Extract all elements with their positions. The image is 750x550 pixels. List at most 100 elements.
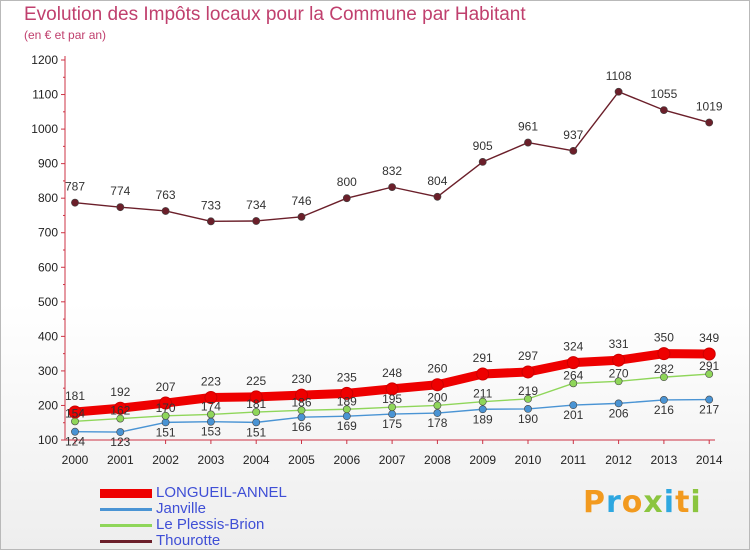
data-label: 291 <box>699 359 719 373</box>
legend-label-thourotte: Thourotte <box>156 532 221 549</box>
data-point <box>204 391 218 405</box>
data-label: 225 <box>246 374 266 388</box>
data-point <box>71 198 79 207</box>
data-label: 223 <box>201 375 221 389</box>
y-tick-label: 1200 <box>31 53 58 67</box>
data-label: 746 <box>291 194 311 208</box>
data-point <box>68 405 82 419</box>
data-label: 291 <box>473 351 493 365</box>
data-point <box>614 377 623 386</box>
data-label: 264 <box>563 368 583 382</box>
legend-swatch-longueil-annel <box>100 489 152 498</box>
data-point <box>385 382 399 396</box>
logo-letter: P <box>583 485 606 520</box>
data-point <box>433 409 442 417</box>
legend-swatch-le-plessis-brion <box>100 524 152 527</box>
data-point <box>116 203 125 212</box>
data-label: 804 <box>427 174 447 188</box>
data-label: 162 <box>110 404 130 418</box>
data-label: 787 <box>65 180 85 194</box>
data-point <box>113 401 127 415</box>
data-label: 189 <box>337 394 357 408</box>
x-tick-label: 2013 <box>651 453 678 467</box>
legend-item-longueil-annel: LONGUEIL-ANNEL <box>100 485 360 501</box>
y-tick-label: 600 <box>38 260 58 274</box>
data-point <box>569 401 578 410</box>
y-tick-label: 800 <box>38 191 58 205</box>
logo-letter: o <box>621 485 644 520</box>
x-tick-label: 2004 <box>243 453 270 467</box>
x-tick-label: 2005 <box>288 453 315 467</box>
data-point <box>569 146 578 155</box>
data-label: 260 <box>427 362 447 376</box>
data-point <box>566 356 580 370</box>
data-label: 219 <box>518 384 538 398</box>
x-tick-label: 2008 <box>424 453 451 467</box>
data-label: 216 <box>654 403 674 417</box>
data-label: 1108 <box>606 69 632 83</box>
legend: LONGUEIL-ANNEL Janville Le Plessis-Brion… <box>100 485 360 549</box>
data-point <box>524 138 532 147</box>
data-label: 201 <box>563 408 583 422</box>
x-tick-label: 2003 <box>198 453 225 467</box>
y-tick-label: 400 <box>38 329 58 343</box>
data-label: 154 <box>65 406 85 420</box>
data-label: 1055 <box>651 87 678 101</box>
data-point <box>612 353 626 367</box>
data-point <box>660 373 668 382</box>
data-label: 905 <box>473 139 493 153</box>
data-point <box>297 212 306 221</box>
data-point <box>161 207 170 215</box>
data-point <box>478 158 487 166</box>
data-point <box>206 410 215 419</box>
data-label: 153 <box>201 425 221 439</box>
logo-letter: x <box>643 485 664 520</box>
data-label: 282 <box>654 362 674 376</box>
data-point <box>705 370 714 378</box>
x-tick-label: 2006 <box>333 453 360 467</box>
data-point <box>705 118 714 127</box>
chart-title: Evolution des Impôts locaux pour la Comm… <box>24 4 526 25</box>
data-point <box>71 427 79 436</box>
y-tick-label: 200 <box>38 398 58 412</box>
data-point <box>297 406 306 415</box>
data-point <box>433 192 442 201</box>
data-label: 186 <box>291 395 311 409</box>
data-point <box>116 428 125 436</box>
data-label: 331 <box>609 337 629 351</box>
data-label: 166 <box>291 420 311 434</box>
data-point <box>252 217 261 225</box>
data-point <box>657 347 671 361</box>
y-tick-label: 500 <box>38 295 58 309</box>
x-tick-label: 2014 <box>696 453 723 467</box>
data-label: 170 <box>156 401 176 415</box>
x-tick-label: 2010 <box>515 453 542 467</box>
y-tick-label: 700 <box>38 226 58 240</box>
data-label: 169 <box>337 419 357 433</box>
x-tick-label: 2009 <box>469 453 496 467</box>
data-label: 175 <box>382 417 402 431</box>
data-label: 174 <box>201 399 221 413</box>
data-point <box>702 347 716 361</box>
data-label: 207 <box>156 380 176 394</box>
y-tick-label: 900 <box>38 157 58 171</box>
data-point <box>388 183 396 192</box>
y-tick-label: 100 <box>38 433 58 447</box>
data-point <box>478 397 487 406</box>
data-label: 181 <box>65 389 85 403</box>
data-label: 190 <box>518 412 538 426</box>
data-point <box>388 403 396 412</box>
logo-letter: t <box>675 485 691 520</box>
data-label: 350 <box>654 331 674 345</box>
x-tick-label: 2012 <box>605 453 632 467</box>
logo-letter: i <box>663 485 676 520</box>
legend-swatch-janville <box>100 508 152 511</box>
legend-label-janville: Janville <box>156 500 207 517</box>
data-point <box>705 395 714 404</box>
data-label: 206 <box>609 406 629 420</box>
logo-letter: r <box>606 485 622 520</box>
data-point <box>342 405 351 414</box>
data-point <box>252 418 261 427</box>
data-label: 734 <box>246 198 266 212</box>
